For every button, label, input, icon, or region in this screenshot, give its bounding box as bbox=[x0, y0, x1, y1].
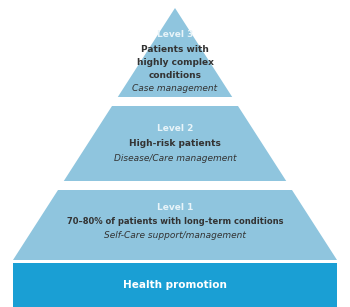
Text: Level 3: Level 3 bbox=[157, 30, 193, 39]
Text: conditions: conditions bbox=[148, 71, 202, 80]
Text: Patients with: Patients with bbox=[141, 45, 209, 54]
Polygon shape bbox=[13, 190, 337, 260]
Text: Level 1: Level 1 bbox=[157, 203, 193, 212]
Text: Case management: Case management bbox=[132, 84, 218, 93]
Polygon shape bbox=[64, 106, 286, 181]
Text: 70–80% of patients with long-term conditions: 70–80% of patients with long-term condit… bbox=[67, 216, 283, 226]
Polygon shape bbox=[118, 8, 232, 97]
Text: highly complex: highly complex bbox=[136, 58, 214, 67]
Text: Health promotion: Health promotion bbox=[123, 280, 227, 290]
Bar bbox=[13, 263, 337, 307]
Text: High-risk patients: High-risk patients bbox=[129, 139, 221, 148]
Text: Level 2: Level 2 bbox=[157, 124, 193, 133]
Text: Self-Care support/management: Self-Care support/management bbox=[104, 231, 246, 239]
Text: Disease/Care management: Disease/Care management bbox=[114, 154, 236, 163]
